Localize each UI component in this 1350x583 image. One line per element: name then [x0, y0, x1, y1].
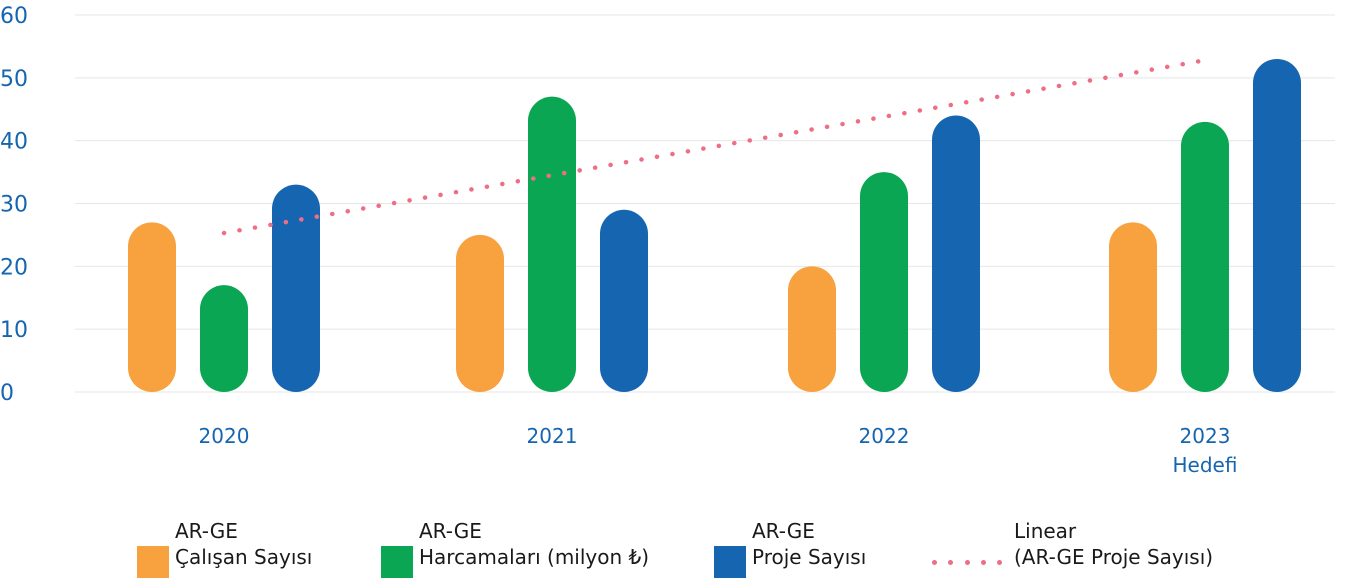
chart-plot: 0 10 20 30 40 50 60 2020 2021 2022 2023 Hedefi: [0, 4, 1335, 477]
legend-swatch-harcama: [381, 546, 413, 578]
legend-item-calisan: AR-GE Çalışan Sayısı: [137, 518, 312, 578]
legend-label-linear-line2: (AR-GE Proje Sayısı): [1014, 545, 1214, 569]
legend-dotted-line-icon: [926, 546, 1008, 578]
bar-2023-series-0: [1109, 222, 1157, 392]
bar-2020-series-0: [128, 222, 176, 392]
bar-2023-series-2: [1253, 58, 1301, 392]
x-tick-label-2021: 2021: [527, 424, 578, 448]
bar-2021-series-0: [456, 234, 504, 392]
legend-swatch-proje: [714, 546, 746, 578]
legend-label-linear-line1: Linear: [1014, 519, 1077, 543]
x-tick-label-2022: 2022: [859, 424, 910, 448]
legend-item-harcama: AR-GE Harcamaları (milyon ₺): [381, 518, 649, 578]
legend-label-harcama-line1: AR-GE: [419, 519, 482, 543]
legend-label-calisan-line1: AR-GE: [175, 519, 238, 543]
legend-item-linear: Linear (AR-GE Proje Sayısı): [926, 518, 1213, 578]
y-tick-label-60: 60: [0, 4, 28, 29]
trendline-linear-proje: [221, 57, 1208, 236]
bar-2022-series-0: [788, 266, 836, 392]
x-tick-label-2023-sub: Hedefi: [1173, 453, 1238, 477]
bar-2020-series-2: [272, 184, 320, 392]
bar-2021-series-2: [600, 209, 648, 392]
legend-label-harcama-line2: Harcamaları (milyon ₺): [419, 545, 650, 569]
legend-label-calisan-line2: Çalışan Sayısı: [175, 545, 313, 569]
y-tick-label-10: 10: [0, 318, 28, 343]
bar-2022-series-1: [860, 172, 908, 392]
legend-label-proje-line1: AR-GE: [752, 519, 815, 543]
y-tick-label-50: 50: [0, 67, 28, 92]
bar-2022-series-2: [932, 115, 980, 393]
bar-2021-series-1: [528, 96, 576, 392]
y-tick-label-30: 30: [0, 193, 28, 218]
x-tick-label-2023: 2023: [1180, 424, 1231, 448]
y-tick-label-20: 20: [0, 255, 28, 280]
legend: AR-GE Çalışan Sayısı AR-GE Harcamaları (…: [0, 518, 1350, 580]
y-tick-label-0: 0: [0, 381, 14, 406]
y-tick-label-40: 40: [0, 130, 28, 155]
legend-item-proje: AR-GE Proje Sayısı: [714, 518, 866, 578]
x-tick-label-2020: 2020: [199, 424, 250, 448]
legend-label-proje-line2: Proje Sayısı: [752, 545, 867, 569]
bar-2020-series-1: [200, 285, 248, 392]
bar-2023-series-1: [1181, 121, 1229, 393]
legend-swatch-calisan: [137, 546, 169, 578]
